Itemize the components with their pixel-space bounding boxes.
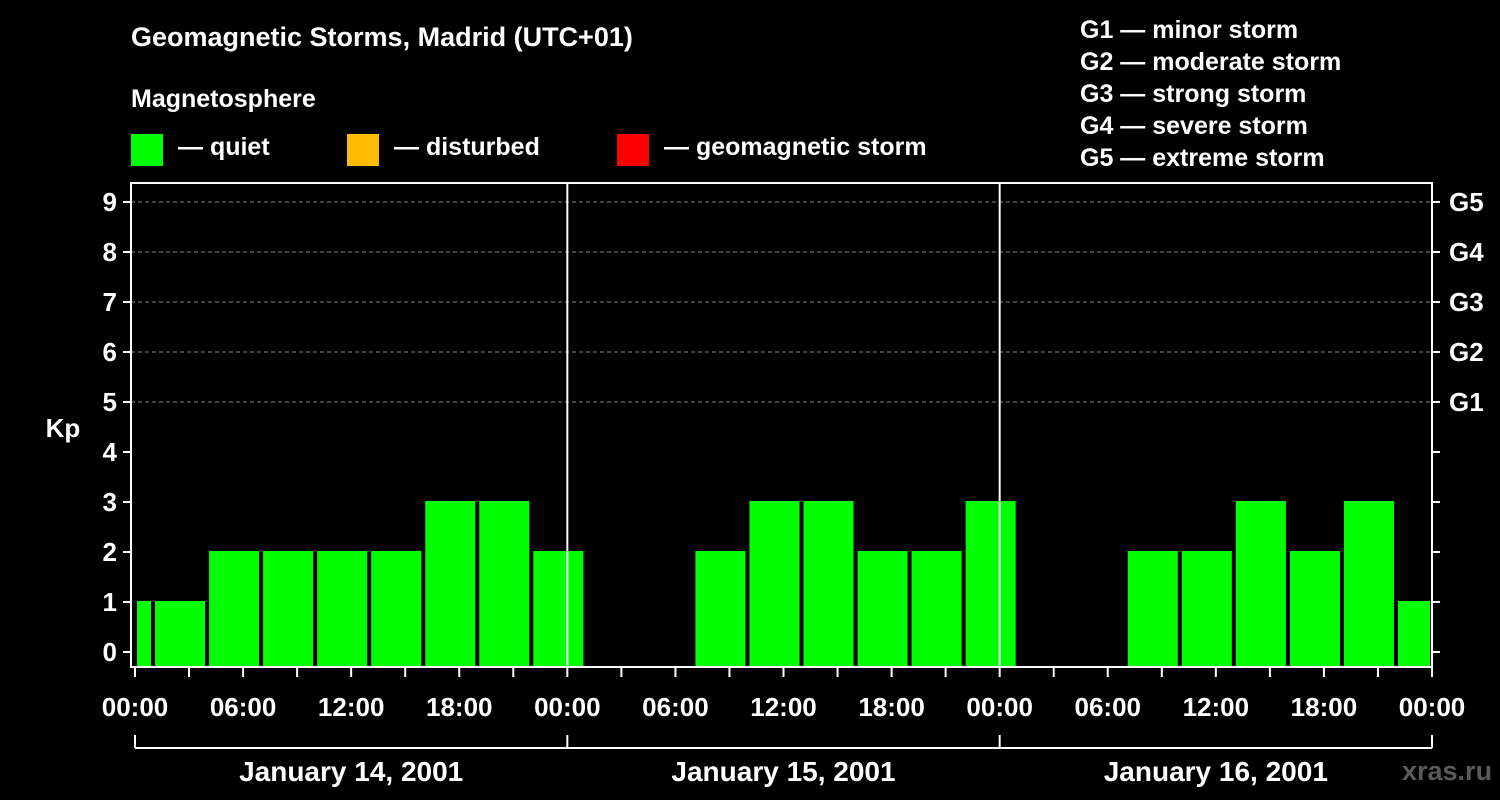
- legend-label-quiet: — quiet: [178, 133, 270, 161]
- kp-bar-19: [1343, 501, 1394, 667]
- kp-bar-6: [425, 501, 476, 667]
- kp-bar-0: [137, 601, 152, 667]
- storm-scale-g4: G4 — severe storm: [1080, 112, 1308, 140]
- kp-bar-4: [317, 551, 368, 667]
- x-tick-label: 00:00: [966, 692, 1033, 722]
- storm-scale-g5: G5 — extreme storm: [1080, 144, 1325, 172]
- legend-swatch-quiet: [131, 134, 163, 166]
- kp-bar-12: [857, 551, 908, 667]
- kp-bar-20: [1397, 601, 1430, 667]
- x-tick-label: 00:00: [1399, 692, 1466, 722]
- kp-bar-10: [749, 501, 800, 667]
- day-label: January 14, 2001: [239, 756, 463, 787]
- kp-bar-3: [263, 551, 314, 667]
- x-tick-label: 06:00: [1075, 692, 1142, 722]
- storm-level-label: G3: [1449, 287, 1484, 317]
- magnetosphere-label: Magnetosphere: [131, 85, 316, 113]
- kp-bar-17: [1235, 501, 1286, 667]
- legend-label-storm: — geomagnetic storm: [664, 133, 927, 161]
- y-tick-label: 3: [103, 487, 117, 517]
- kp-bar-14: [965, 501, 1016, 667]
- x-tick-label: 06:00: [642, 692, 709, 722]
- kp-bar-13: [911, 551, 962, 667]
- legend-label-disturbed: — disturbed: [394, 133, 540, 161]
- y-tick-label: 2: [103, 537, 117, 567]
- x-tick-label: 12:00: [750, 692, 817, 722]
- y-tick-label: 7: [103, 287, 117, 317]
- storm-level-label: G2: [1449, 337, 1484, 367]
- storm-scale-g3: G3 — strong storm: [1080, 80, 1307, 108]
- kp-bar-2: [209, 551, 260, 667]
- kp-bar-5: [371, 551, 422, 667]
- storm-level-label: G5: [1449, 187, 1484, 217]
- storm-scale-g2: G2 — moderate storm: [1080, 48, 1342, 76]
- x-tick-label: 12:00: [1183, 692, 1250, 722]
- y-tick-label: 6: [103, 337, 117, 367]
- kp-bar-1: [155, 601, 206, 667]
- x-tick-label: 12:00: [318, 692, 385, 722]
- day-label: January 16, 2001: [1104, 756, 1328, 787]
- y-tick-label: 9: [103, 187, 117, 217]
- y-tick-label: 8: [103, 237, 117, 267]
- x-tick-label: 00:00: [534, 692, 601, 722]
- kp-bar-16: [1181, 551, 1232, 667]
- kp-bar-8: [533, 551, 584, 667]
- kp-bar-7: [479, 501, 530, 667]
- day-label: January 15, 2001: [671, 756, 895, 787]
- y-tick-label: 1: [103, 587, 117, 617]
- x-tick-label: 00:00: [102, 692, 169, 722]
- y-tick-label: 5: [103, 387, 117, 417]
- x-tick-label: 18:00: [858, 692, 925, 722]
- storm-level-label: G1: [1449, 387, 1484, 417]
- y-tick-label: 0: [103, 637, 117, 667]
- x-tick-label: 18:00: [1291, 692, 1358, 722]
- y-tick-label: 4: [103, 437, 118, 467]
- legend-swatch-disturbed: [347, 134, 379, 166]
- storm-scale-g1: G1 — minor storm: [1080, 16, 1299, 44]
- x-tick-label: 06:00: [210, 692, 277, 722]
- plot-frame: [130, 182, 1433, 668]
- y-axis-label: Kp: [46, 413, 81, 443]
- legend-swatch-storm: [617, 134, 649, 166]
- kp-bar-9: [695, 551, 746, 667]
- kp-bar-15: [1127, 551, 1178, 667]
- kp-bar-18: [1289, 551, 1340, 667]
- kp-bar-11: [803, 501, 854, 667]
- chart-title: Geomagnetic Storms, Madrid (UTC+01): [131, 22, 633, 52]
- storm-level-label: G4: [1449, 237, 1484, 267]
- watermark: xras.ru: [1402, 756, 1493, 786]
- x-tick-label: 18:00: [426, 692, 493, 722]
